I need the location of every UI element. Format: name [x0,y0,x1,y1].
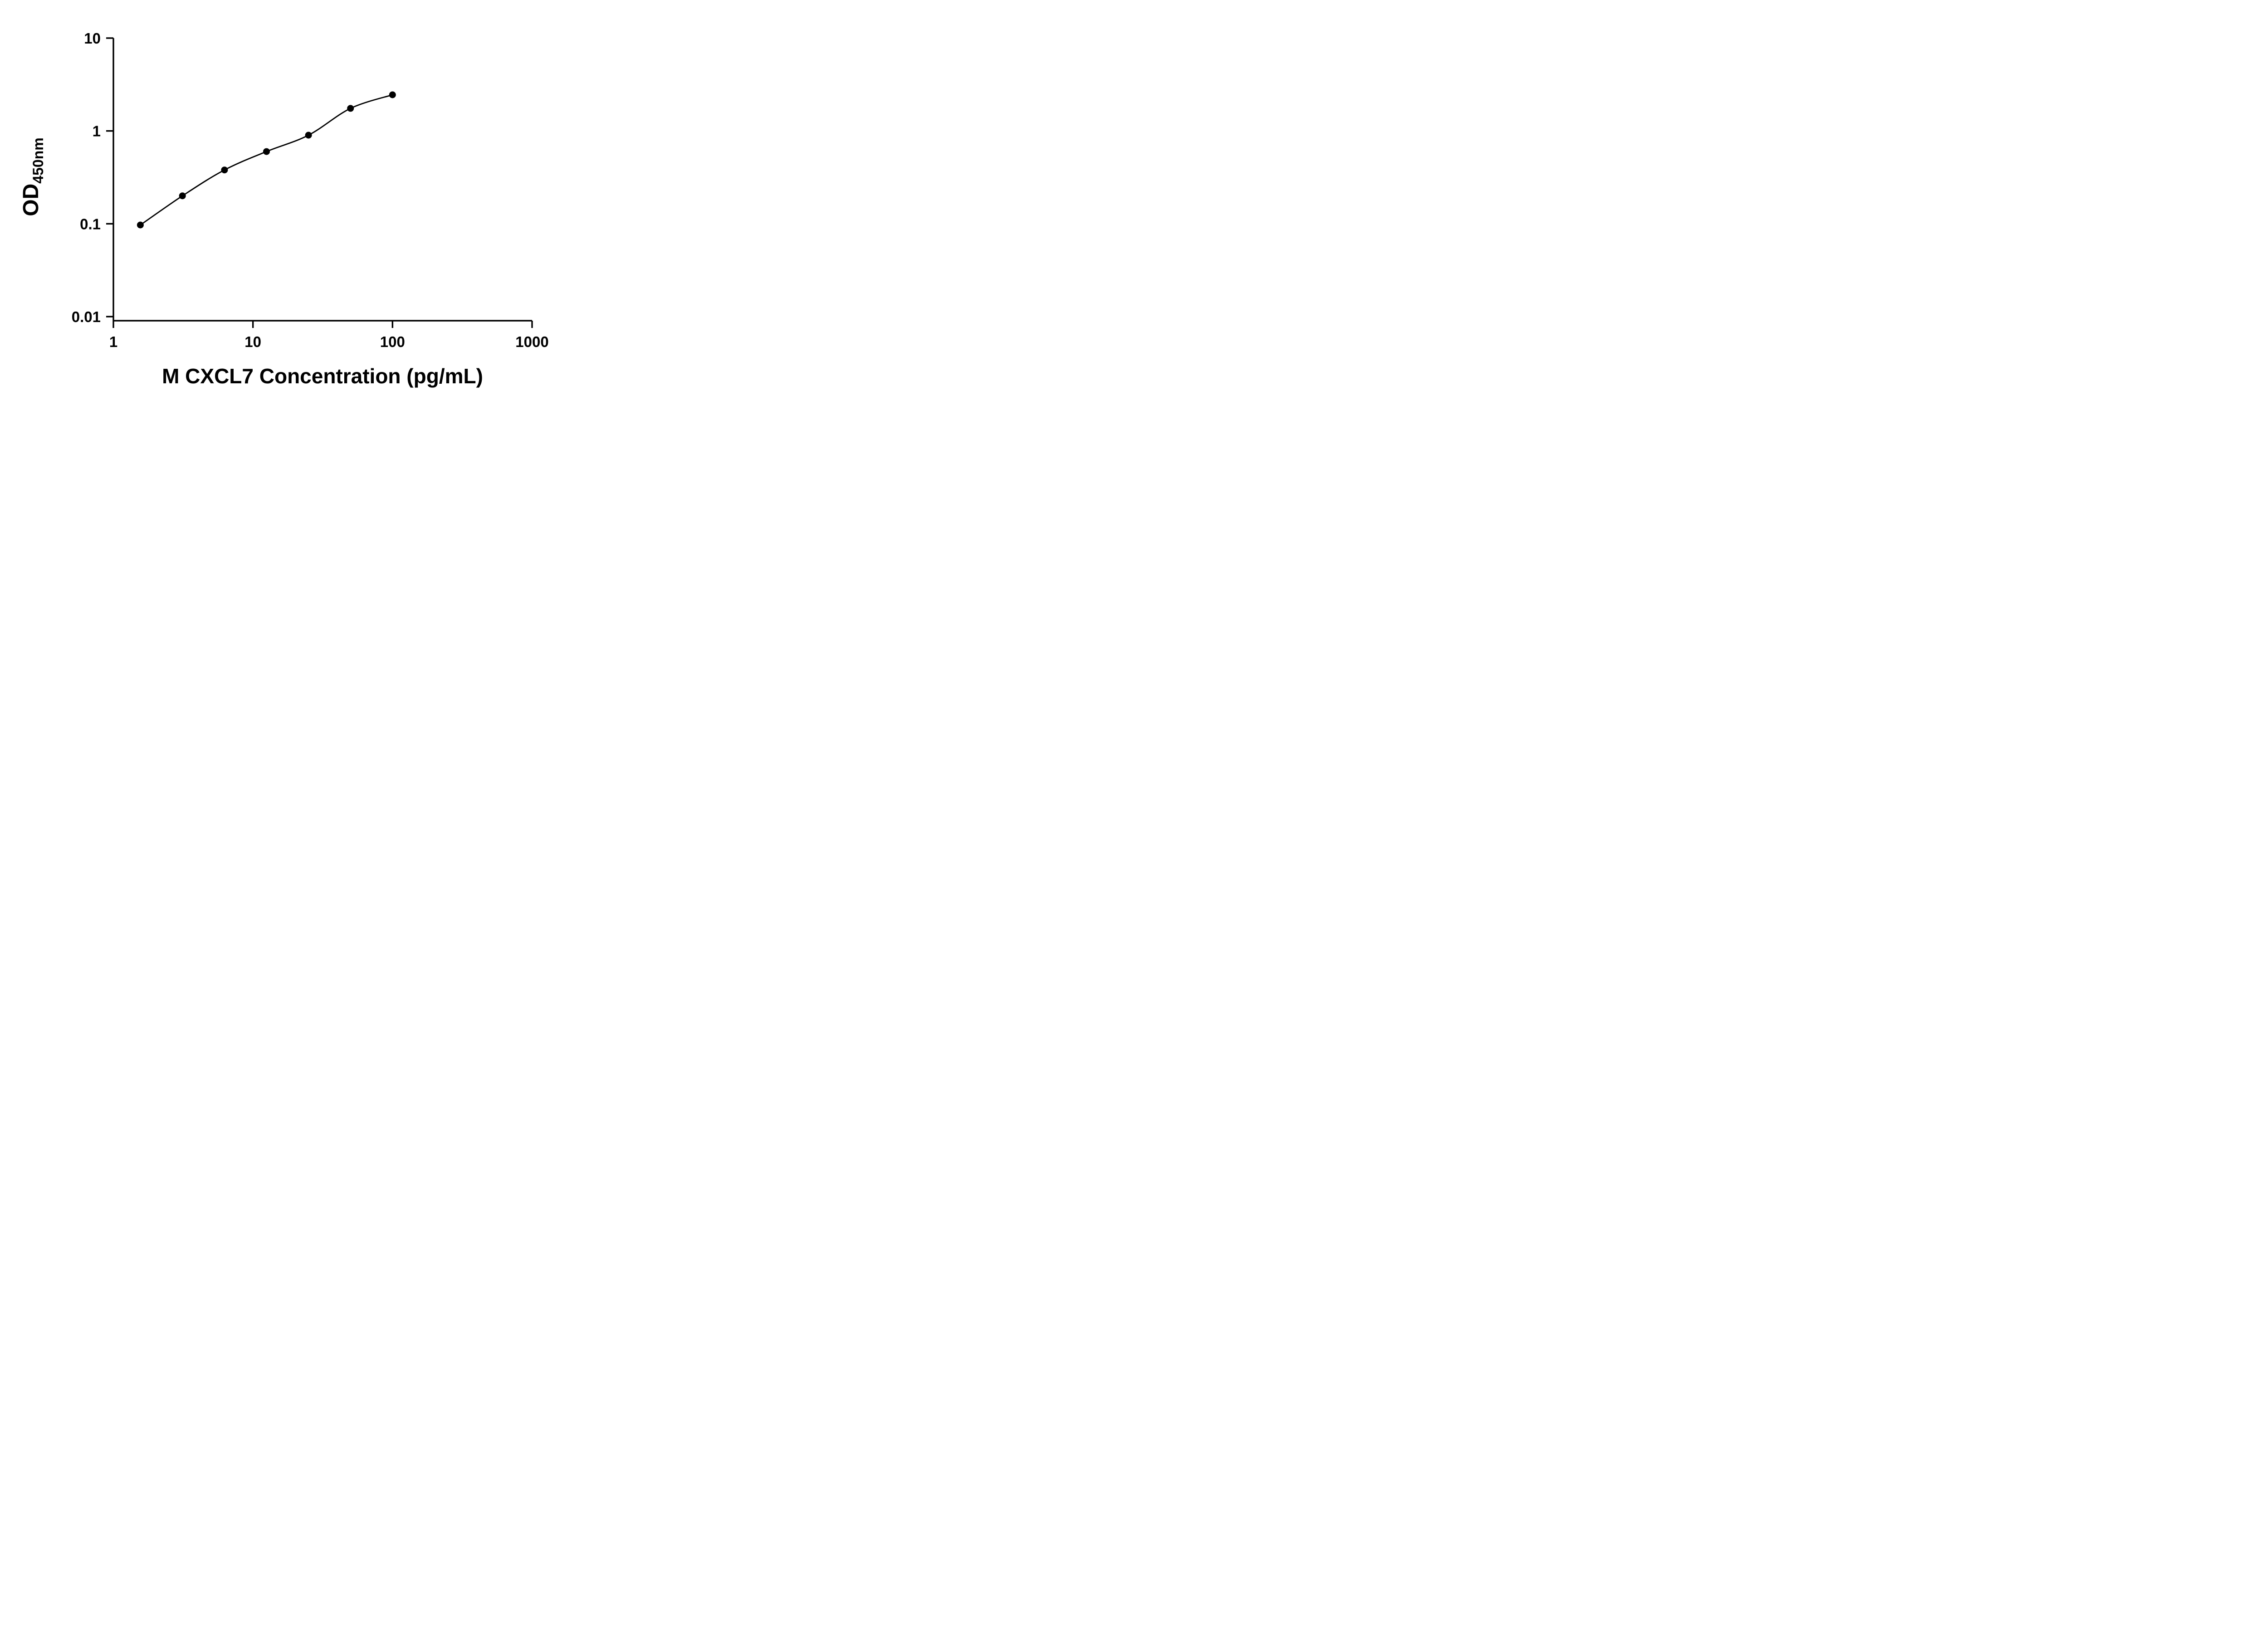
data-series [137,91,396,229]
data-point-marker [389,91,396,98]
standard-curve-chart: 10 1 0.1 0.01 1 10 100 1000 M CXCL7 Concentrati… [72,30,549,388]
data-point-marker [221,166,228,174]
x-tick-label: 1000 [515,333,548,350]
tick-marks [106,37,533,328]
y-axis-title: OD450nm [19,137,47,216]
y-axis-title-sub: 450nm [29,137,46,184]
x-axis-title: M CXCL7 Concentration (pg/mL) [162,364,483,388]
y-tick-label: 0.01 [72,308,101,325]
data-point-marker [263,148,270,155]
x-tick-label: 1 [109,333,117,350]
chart-figure: 10 1 0.1 0.01 1 10 100 1000 M CXCL7 Concentrati… [0,0,583,408]
y-tick-label: 1 [93,123,101,140]
axes [112,38,532,322]
data-point-marker [305,132,312,139]
y-axis-title-main: OD [19,183,44,216]
data-point-marker [347,105,354,112]
curve-line [140,94,393,226]
data-point-marker [179,192,186,200]
y-tick-label: 10 [84,30,101,47]
x-tick-label: 100 [380,333,405,350]
y-tick-label: 0.1 [80,215,101,232]
data-point-marker [137,221,144,229]
tick-labels: 10 1 0.1 0.01 1 10 100 1000 [72,30,549,350]
x-tick-label: 10 [244,333,261,350]
